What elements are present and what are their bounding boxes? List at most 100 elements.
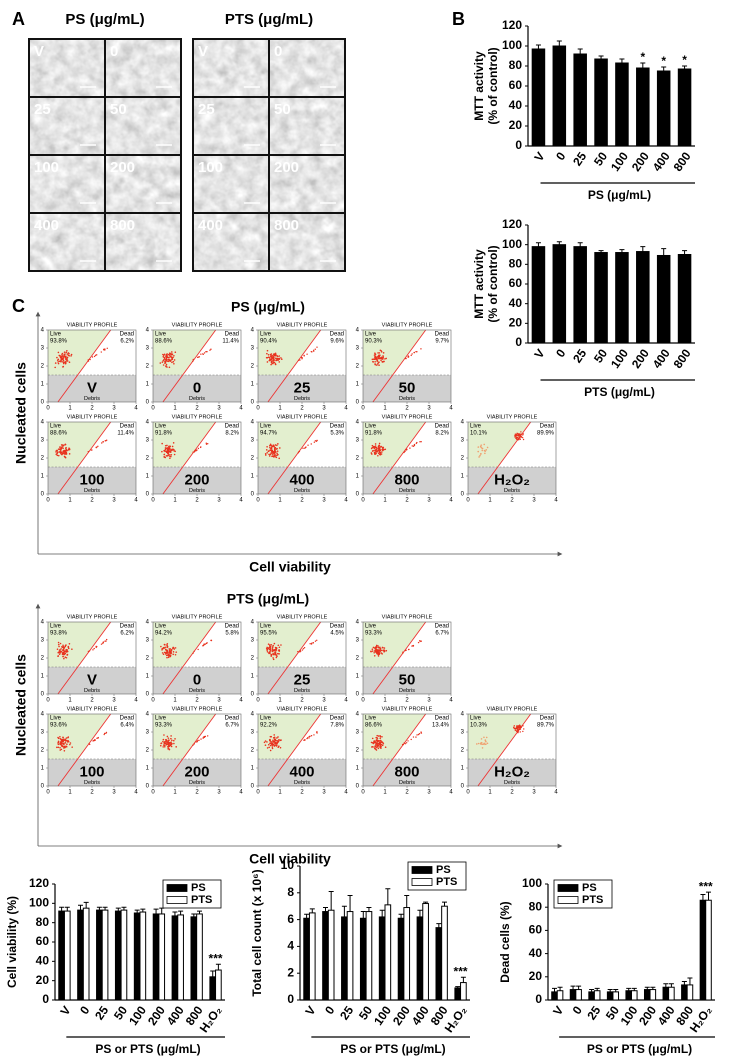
event — [166, 740, 168, 742]
x-tick-label: 400 — [655, 1003, 678, 1028]
event — [65, 737, 68, 739]
legend-label: PTS — [436, 876, 457, 888]
y-tick-label: 4 — [146, 712, 150, 718]
event — [197, 447, 200, 450]
event — [269, 448, 272, 450]
event — [308, 737, 310, 739]
x-tick-label: 2 — [90, 698, 94, 704]
event — [168, 651, 171, 653]
event — [309, 735, 311, 737]
event — [522, 730, 524, 733]
live-percent: 95.5% — [260, 631, 278, 637]
y-tick-label: 3 — [41, 730, 45, 736]
dead-percent: 89.7% — [537, 723, 555, 729]
event — [307, 444, 309, 446]
event — [275, 744, 278, 747]
event — [382, 742, 385, 745]
event — [277, 644, 280, 647]
event — [278, 358, 281, 360]
bar — [82, 907, 90, 1001]
event — [313, 734, 315, 736]
event — [522, 438, 525, 441]
dead-label: Dead — [435, 624, 449, 630]
plot-title: VIABILITY PROFILE — [172, 706, 223, 712]
legend-swatch — [557, 896, 579, 904]
event — [62, 644, 64, 647]
event — [263, 741, 266, 744]
x-tick-label: 1 — [68, 790, 72, 796]
y-tick-label: 0 — [251, 784, 255, 790]
x-tick-label: 0 — [322, 1003, 337, 1017]
event — [105, 731, 108, 734]
event — [65, 358, 67, 361]
event — [202, 737, 204, 739]
x-tick-label: 1 — [488, 790, 492, 796]
event — [93, 355, 96, 358]
bar — [575, 989, 582, 1001]
event — [205, 351, 207, 353]
dead-label: Dead — [330, 624, 344, 630]
event — [56, 746, 58, 749]
y-tick-label: 3 — [41, 346, 45, 352]
event — [169, 655, 172, 657]
x-tick-label: 4 — [134, 790, 138, 796]
dead-label: Dead — [225, 424, 239, 430]
event — [268, 455, 271, 457]
event — [171, 445, 174, 448]
live-label: Live — [365, 424, 377, 430]
event — [270, 735, 273, 738]
error-bar — [619, 249, 625, 253]
event — [62, 736, 64, 739]
event — [94, 354, 97, 357]
bar — [139, 911, 147, 1001]
event — [60, 648, 62, 650]
bar — [133, 912, 141, 1001]
dead-percent: 8.2% — [225, 431, 239, 437]
event — [170, 735, 172, 737]
tile-label: 25 — [34, 101, 51, 118]
event — [377, 652, 380, 654]
group-title: PS (μg/mL) — [65, 11, 144, 28]
event — [64, 650, 67, 653]
error-bar — [640, 62, 646, 68]
bar — [656, 254, 671, 344]
error-bar — [210, 970, 216, 977]
error-bar — [661, 248, 667, 256]
bar — [422, 903, 429, 1001]
event — [373, 655, 376, 657]
event — [63, 739, 65, 741]
significance: *** — [699, 879, 713, 893]
x-tick-label: 2 — [300, 790, 304, 796]
live-label: Live — [50, 332, 62, 338]
y-tick-label: 3 — [146, 438, 150, 444]
y-tick-label: 40 — [36, 954, 50, 968]
tile-label: 400 — [34, 217, 59, 234]
event — [103, 733, 105, 736]
event — [59, 746, 61, 749]
event — [420, 732, 423, 734]
treatment-label: 100 — [79, 471, 104, 488]
event — [278, 646, 281, 649]
event — [97, 737, 99, 739]
x-tick-label: 2 — [405, 790, 409, 796]
event — [416, 734, 418, 736]
bar — [441, 905, 448, 1001]
plot-title: VIABILITY PROFILE — [67, 614, 118, 620]
x-tick-label: 3 — [322, 790, 326, 796]
y-tick-label: 4 — [251, 328, 255, 334]
viability-gate — [372, 713, 427, 787]
error-bar — [140, 908, 146, 913]
event — [68, 643, 71, 645]
event — [301, 649, 304, 651]
event — [166, 656, 168, 659]
event — [172, 739, 175, 742]
event — [484, 739, 487, 742]
event — [66, 650, 69, 653]
event — [278, 447, 281, 449]
x-tick-label: 2 — [405, 498, 409, 504]
bar — [594, 252, 608, 344]
dead-percent: 11.4% — [117, 431, 134, 437]
x-tick-label: 3 — [112, 406, 116, 412]
event — [88, 743, 90, 745]
event — [270, 643, 273, 646]
